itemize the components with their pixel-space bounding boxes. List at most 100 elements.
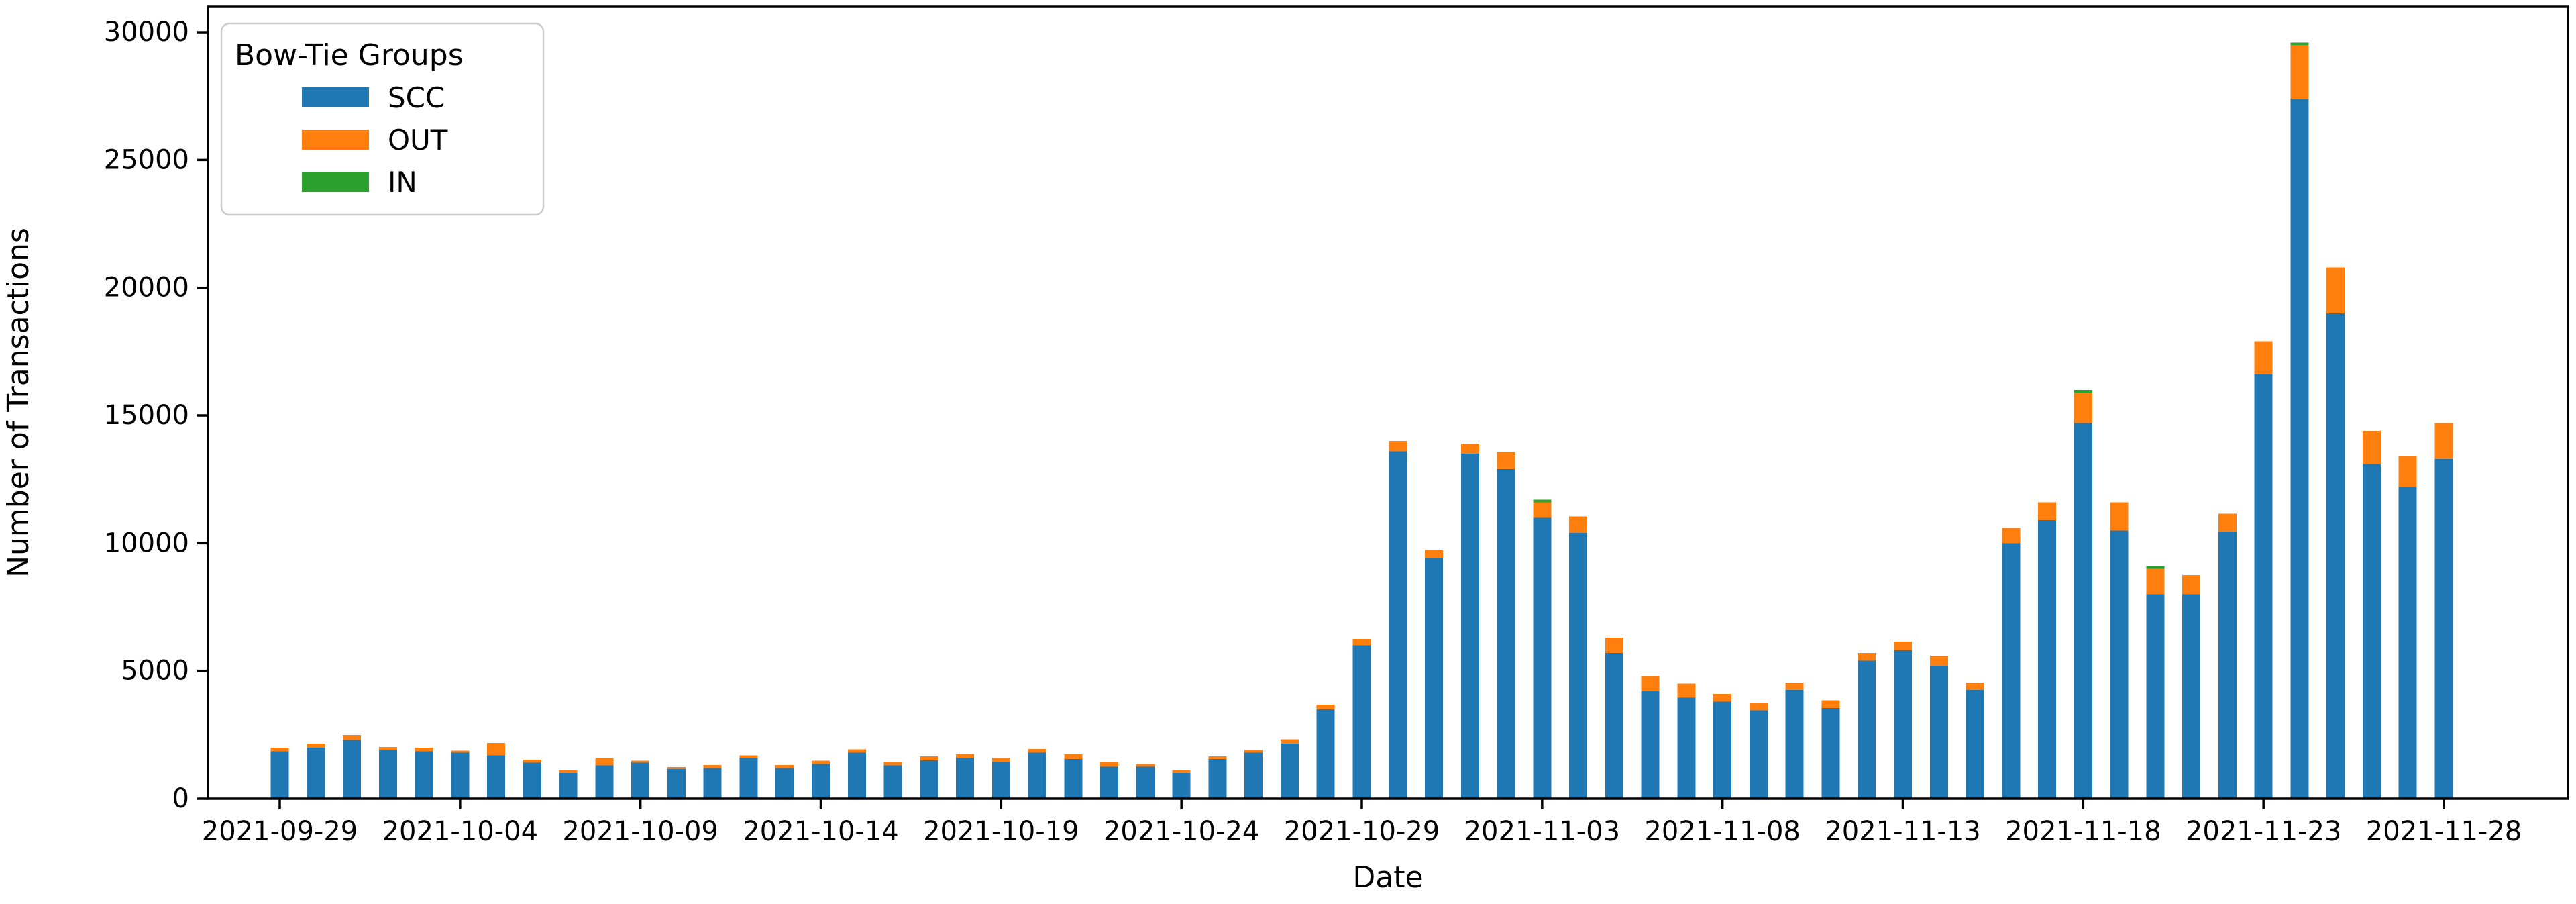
bar-scc-2021-11-25 <box>2326 313 2345 799</box>
bar-out-2021-10-13 <box>775 764 794 768</box>
legend: Bow-Tie Groups SCC OUT IN <box>220 22 545 216</box>
bar-scc-2021-10-18 <box>956 758 975 799</box>
legend-swatch-out <box>302 130 369 150</box>
bar-out-2021-11-28 <box>2434 423 2453 459</box>
bar-scc-2021-10-06 <box>523 762 541 799</box>
bar-scc-2021-10-03 <box>415 751 433 799</box>
x-tick-label: 2021-10-09 <box>562 816 718 847</box>
bar-out-2021-10-03 <box>415 747 433 752</box>
bar-out-2021-11-26 <box>2363 430 2381 464</box>
legend-box <box>220 22 545 216</box>
bar-out-2021-10-05 <box>487 743 506 756</box>
x-tick-label: 2021-11-28 <box>2366 816 2522 847</box>
bar-out-2021-11-23 <box>2254 341 2273 375</box>
legend-swatch-in <box>302 172 369 192</box>
bar-out-2021-10-18 <box>956 754 975 758</box>
bar-scc-2021-11-28 <box>2434 458 2453 799</box>
bar-scc-2021-11-15 <box>1966 690 1984 799</box>
bar-scc-2021-11-08 <box>1713 701 1732 799</box>
bar-out-2021-11-24 <box>2290 45 2309 99</box>
bar-out-2021-11-03 <box>1533 502 1552 518</box>
bar-out-2021-10-10 <box>667 767 686 770</box>
x-tick-label: 2021-10-04 <box>382 816 538 847</box>
bar-scc-2021-11-11 <box>1821 707 1840 799</box>
bar-out-2021-10-06 <box>523 759 541 763</box>
bar-scc-2021-09-29 <box>270 751 289 799</box>
bar-in-2021-11-03 <box>1533 499 1552 503</box>
bar-scc-2021-10-01 <box>343 740 361 799</box>
bar-scc-2021-10-10 <box>667 769 686 799</box>
bar-scc-2021-11-02 <box>1497 469 1515 799</box>
bar-out-2021-11-21 <box>2182 574 2201 595</box>
bar-scc-2021-10-12 <box>739 758 758 799</box>
bar-scc-2021-11-16 <box>2002 543 2021 799</box>
bar-scc-2021-10-08 <box>595 765 614 799</box>
bar-out-2021-10-21 <box>1064 754 1083 759</box>
bar-out-2021-11-05 <box>1605 638 1623 653</box>
bar-scc-2021-10-22 <box>1100 766 1119 799</box>
bar-scc-2021-10-17 <box>920 760 938 799</box>
bar-out-2021-10-02 <box>378 747 397 750</box>
bar-out-2021-10-30 <box>1389 441 1407 452</box>
legend-label-out: OUT <box>388 123 448 156</box>
bar-scc-2021-10-20 <box>1028 752 1046 799</box>
bar-out-2021-10-31 <box>1425 549 1443 559</box>
bar-out-2021-10-01 <box>343 734 361 740</box>
bar-out-2021-11-20 <box>2146 568 2165 595</box>
bar-scc-2021-11-10 <box>1785 690 1804 799</box>
bar-scc-2021-11-22 <box>2218 532 2237 799</box>
bar-out-2021-09-29 <box>270 747 289 752</box>
bar-in-2021-11-18 <box>2074 390 2092 393</box>
plot-frame <box>207 5 2569 800</box>
bar-scc-2021-10-21 <box>1064 759 1083 799</box>
bar-scc-2021-10-04 <box>451 752 470 799</box>
bar-out-2021-10-24 <box>1172 770 1191 773</box>
y-tick-label: 0 <box>172 783 189 814</box>
bar-out-2021-10-08 <box>595 758 614 766</box>
x-tick-label: 2021-10-14 <box>743 816 898 847</box>
bar-scc-2021-10-19 <box>991 761 1010 799</box>
bar-out-2021-11-08 <box>1713 693 1732 702</box>
bar-scc-2021-10-27 <box>1281 744 1299 799</box>
bar-out-2021-10-23 <box>1136 764 1155 767</box>
bar-scc-2021-11-13 <box>1894 650 1912 799</box>
x-tick-label: 2021-11-23 <box>2186 816 2341 847</box>
bar-scc-2021-11-06 <box>1641 691 1660 799</box>
bar-out-2021-11-27 <box>2398 456 2417 487</box>
bar-scc-2021-11-12 <box>1858 660 1876 799</box>
bar-scc-2021-11-21 <box>2182 594 2201 799</box>
bar-out-2021-10-17 <box>920 756 938 760</box>
bar-scc-2021-10-14 <box>812 764 830 799</box>
bar-scc-2021-11-03 <box>1533 517 1552 799</box>
bar-out-2021-10-12 <box>739 755 758 758</box>
x-tick-label: 2021-11-08 <box>1644 816 1800 847</box>
x-tick-label: 2021-10-29 <box>1284 816 1440 847</box>
bar-out-2021-10-29 <box>1352 639 1371 646</box>
bar-scc-2021-11-19 <box>2110 530 2129 799</box>
y-tick-label: 20000 <box>104 272 189 303</box>
bar-out-2021-10-09 <box>631 760 650 763</box>
bar-out-2021-11-15 <box>1966 682 1984 691</box>
bar-out-2021-11-13 <box>1894 641 1912 651</box>
legend-swatch-scc <box>302 87 369 107</box>
bar-out-2021-11-22 <box>2218 513 2237 532</box>
bar-out-2021-10-04 <box>451 750 470 753</box>
bar-out-2021-11-16 <box>2002 528 2021 544</box>
bar-scc-2021-11-07 <box>1677 697 1696 799</box>
legend-title: Bow-Tie Groups <box>235 38 464 72</box>
bar-scc-2021-11-24 <box>2290 99 2309 799</box>
bars-group <box>270 42 2453 799</box>
bar-in-2021-11-24 <box>2290 42 2309 46</box>
legend-label-in: IN <box>388 166 417 199</box>
bar-scc-2021-11-18 <box>2074 423 2092 799</box>
bar-out-2021-10-15 <box>847 749 866 753</box>
bar-scc-2021-10-13 <box>775 768 794 799</box>
bar-scc-2021-10-16 <box>883 765 902 799</box>
bar-out-2021-09-30 <box>307 744 325 748</box>
bar-out-2021-10-07 <box>559 770 578 773</box>
bar-scc-2021-10-07 <box>559 772 578 799</box>
bar-scc-2021-10-31 <box>1425 558 1443 799</box>
bar-out-2021-10-28 <box>1316 704 1335 709</box>
bar-out-2021-10-11 <box>703 764 722 768</box>
